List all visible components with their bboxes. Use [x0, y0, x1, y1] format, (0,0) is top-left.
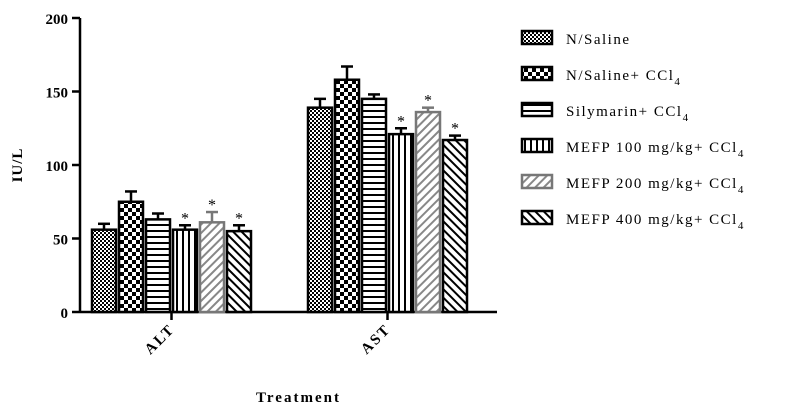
bar-alt-1	[117, 200, 145, 314]
x-tick-label: ALT	[142, 322, 178, 358]
bar-alt-0	[90, 228, 118, 314]
bar-ast-3	[387, 132, 415, 314]
bar-ast-1	[333, 78, 361, 314]
legend-swatch	[520, 137, 554, 154]
y-tick-label: 200	[46, 12, 69, 28]
bar-ast-4	[414, 110, 442, 314]
bar-alt-3	[171, 228, 199, 314]
y-tick-label: 50	[53, 233, 68, 249]
x-axis-label: Treatment	[256, 390, 341, 406]
legend-label: MEFP 400 mg/kg+ CCl4	[566, 212, 745, 232]
significance-star: *	[424, 93, 432, 110]
bar-alt-4	[198, 221, 226, 314]
legend-swatch	[520, 209, 554, 226]
bar-ast-0	[306, 106, 334, 314]
y-tick-label: 150	[46, 86, 69, 102]
significance-star: *	[397, 113, 405, 130]
y-tick-label: 0	[61, 306, 69, 322]
legend-label: MEFP 200 mg/kg+ CCl4	[566, 176, 745, 196]
legend-label: MEFP 100 mg/kg+ CCl4	[566, 140, 745, 160]
axes: 0 50 100 150 200 IU/L Treatment ALT AST	[10, 12, 497, 406]
legend-swatch	[520, 173, 554, 190]
significance-star: *	[181, 210, 189, 227]
legend-swatch	[520, 101, 554, 118]
bar-alt-5	[225, 229, 253, 314]
legend-swatch	[520, 65, 554, 82]
legend-swatch	[520, 29, 554, 46]
legend-label: Silymarin+ CCl4	[566, 104, 690, 124]
y-axis-label: IU/L	[10, 148, 26, 183]
significance-star: *	[208, 197, 216, 214]
bar-ast-5	[441, 138, 469, 314]
significance-star: *	[451, 121, 459, 138]
y-tick-label: 100	[46, 159, 69, 175]
bar-alt-2	[144, 218, 172, 314]
significance-star: *	[235, 210, 243, 227]
legend-label: N/Saline+ CCl4	[566, 68, 681, 88]
legend-label: N/Saline	[566, 32, 631, 48]
legend: N/Saline N/Saline+ CCl4 Silymarin+ CCl4 MEF…	[520, 29, 745, 232]
bars: * * * * * *	[90, 65, 469, 314]
x-tick-label: AST	[358, 322, 394, 358]
bar-ast-2	[360, 97, 388, 314]
